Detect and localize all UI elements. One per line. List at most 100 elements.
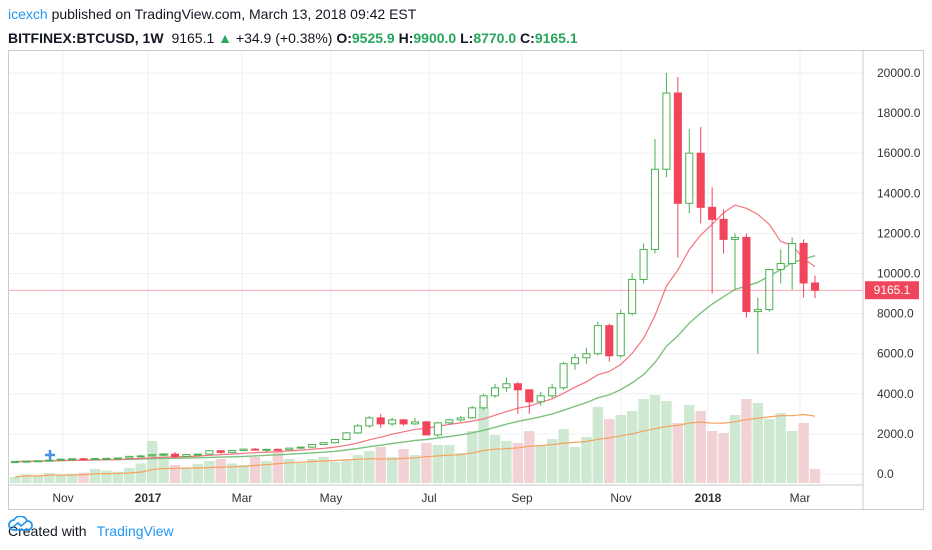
volume-bar (9, 477, 21, 483)
created-with-text: Created with (8, 523, 87, 539)
y-tick-label: 2000.0 (877, 427, 914, 441)
volume-bar (695, 411, 706, 483)
tradingview-link[interactable]: TradingView (8, 516, 174, 539)
candle-body (239, 448, 248, 452)
volume-bar (592, 407, 604, 483)
candle-body (662, 92, 671, 170)
high-value: 9900.0 (413, 30, 457, 46)
volume-bar (181, 467, 192, 483)
volume-bar (124, 467, 135, 483)
x-tick-label: Mar (790, 491, 811, 505)
volume-bar (524, 431, 535, 483)
volume-bar (809, 469, 821, 483)
candle-body (422, 421, 431, 436)
x-tick-label: Sep (511, 491, 533, 505)
candle-body (90, 458, 100, 461)
volume-bar (204, 461, 215, 483)
candle-body (45, 459, 54, 462)
volume-bar (146, 441, 158, 483)
candle-body (170, 453, 180, 457)
candle-body (502, 383, 511, 389)
volume-bar (409, 455, 421, 483)
candle-body (479, 395, 488, 409)
volume-bar (169, 465, 181, 483)
volume-bar (455, 453, 466, 483)
low-value: 8770.0 (473, 30, 517, 46)
y-tick-label: 6000.0 (877, 347, 914, 361)
candle-body (685, 152, 694, 204)
candle-body (216, 450, 225, 453)
x-tick-label: Mar (232, 491, 253, 505)
candle-body (56, 458, 65, 461)
candle-body (719, 218, 728, 240)
volume-ma-line (14, 413, 816, 478)
y-tick-label: 12000.0 (877, 226, 921, 240)
candle-body (159, 453, 168, 456)
candlestick-chart[interactable]: 20000.0 18000.0 16000.0 14000.0 12000.0 10000… (9, 51, 923, 509)
volume-bar (226, 463, 238, 483)
tradingview-brand: TradingView (96, 523, 174, 539)
candle-body (730, 236, 740, 240)
candle-body (445, 419, 454, 424)
candle-body (79, 458, 88, 461)
volume-bar (626, 411, 638, 483)
candle-body (468, 407, 477, 419)
volume-bar (638, 399, 649, 483)
open-value: 9525.9 (351, 30, 395, 46)
volume-bar (21, 474, 32, 483)
last-price-tag (865, 281, 919, 300)
candle-body (342, 432, 351, 441)
price-change: +34.9 (+0.38%) (235, 30, 333, 46)
author-link[interactable]: icexch (8, 6, 48, 22)
volume-bar (55, 475, 66, 483)
candle-body (182, 454, 191, 457)
volume-bar (478, 407, 489, 483)
volume-bar (512, 443, 524, 483)
candle-body (102, 457, 111, 460)
volume-bar (386, 457, 398, 483)
volume-bar (558, 429, 569, 483)
candle-body (765, 268, 774, 311)
volume-bar (192, 463, 204, 483)
candle-body (536, 395, 545, 403)
volume-bar (364, 451, 375, 483)
candle-body (810, 282, 820, 291)
volume-bar (466, 431, 478, 483)
x-tick-label: Nov (610, 491, 631, 505)
candle-body (513, 383, 522, 391)
volume-bar (421, 443, 432, 483)
open-label: O: (336, 30, 352, 46)
footer: Created with TradingView (8, 516, 174, 546)
volume-bar (718, 433, 729, 483)
volume-bar (318, 457, 329, 483)
volume-bar (329, 462, 341, 483)
volume-bar (101, 470, 112, 483)
chart-header: icexch published on TradingView.com, Mar… (8, 4, 924, 48)
candle-body (799, 242, 808, 284)
volume-bar (135, 463, 146, 483)
candle-body (330, 439, 340, 444)
candle-body (33, 460, 42, 463)
candle-body (433, 422, 442, 436)
candle-body (273, 448, 282, 451)
x-tick-label: 2017 (135, 491, 162, 505)
tradingview-cloud-icon (8, 516, 33, 531)
volume-bar (546, 439, 558, 483)
published-text: published on TradingView.com, March 13, … (51, 6, 417, 22)
chart-area[interactable]: 20000.0 18000.0 16000.0 14000.0 12000.0 10000… (8, 50, 924, 510)
candle-body (399, 419, 408, 425)
candle-body (10, 461, 20, 464)
x-tick-label: May (320, 491, 343, 505)
candle-body (742, 236, 751, 313)
volume-bar (444, 445, 455, 483)
crosshair-icon (45, 450, 55, 460)
candle-body (285, 447, 294, 451)
candle-body (582, 353, 591, 359)
candle-body (605, 325, 614, 357)
volume-bar (306, 459, 318, 483)
volume-bar (261, 461, 272, 483)
candle-body (456, 417, 465, 421)
volume-bar (432, 445, 444, 483)
x-tick-label: Jul (421, 491, 436, 505)
candle-body (353, 425, 362, 434)
